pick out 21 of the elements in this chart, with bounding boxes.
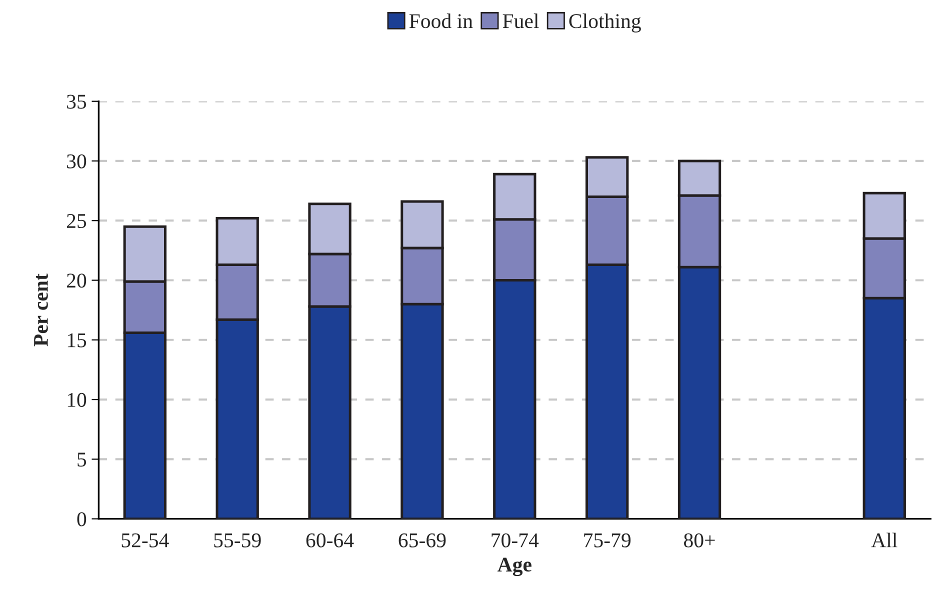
legend-label: Fuel bbox=[502, 14, 539, 28]
y-tick-label: 30 bbox=[67, 154, 86, 168]
x-tick-label: 70-74 bbox=[492, 533, 539, 548]
y-axis-title: Per cent bbox=[34, 274, 48, 346]
legend-label: Food in bbox=[409, 14, 473, 28]
y-tick-label: 20 bbox=[66, 274, 86, 288]
x-tick-label: 60-64 bbox=[306, 533, 354, 548]
x-tick-label: 75-79 bbox=[584, 533, 631, 548]
legend-label: Clothing bbox=[569, 14, 641, 32]
y-tick-label: 10 bbox=[68, 392, 86, 407]
x-tick-label: 52-54 bbox=[122, 533, 169, 548]
x-tick-label: 65-69 bbox=[398, 533, 446, 548]
y-tick-label: 35 bbox=[67, 94, 86, 109]
y-tick-label: 0 bbox=[77, 512, 86, 526]
x-tick-label: All bbox=[871, 532, 898, 548]
y-tick-label: 5 bbox=[78, 452, 86, 467]
y-tick-label: 15 bbox=[68, 333, 86, 348]
y-tick-label: 25 bbox=[66, 214, 86, 228]
x-tick-label: 80+ bbox=[684, 533, 715, 548]
x-axis-title: Age bbox=[498, 558, 532, 576]
x-tick-label: 55-59 bbox=[214, 533, 261, 548]
